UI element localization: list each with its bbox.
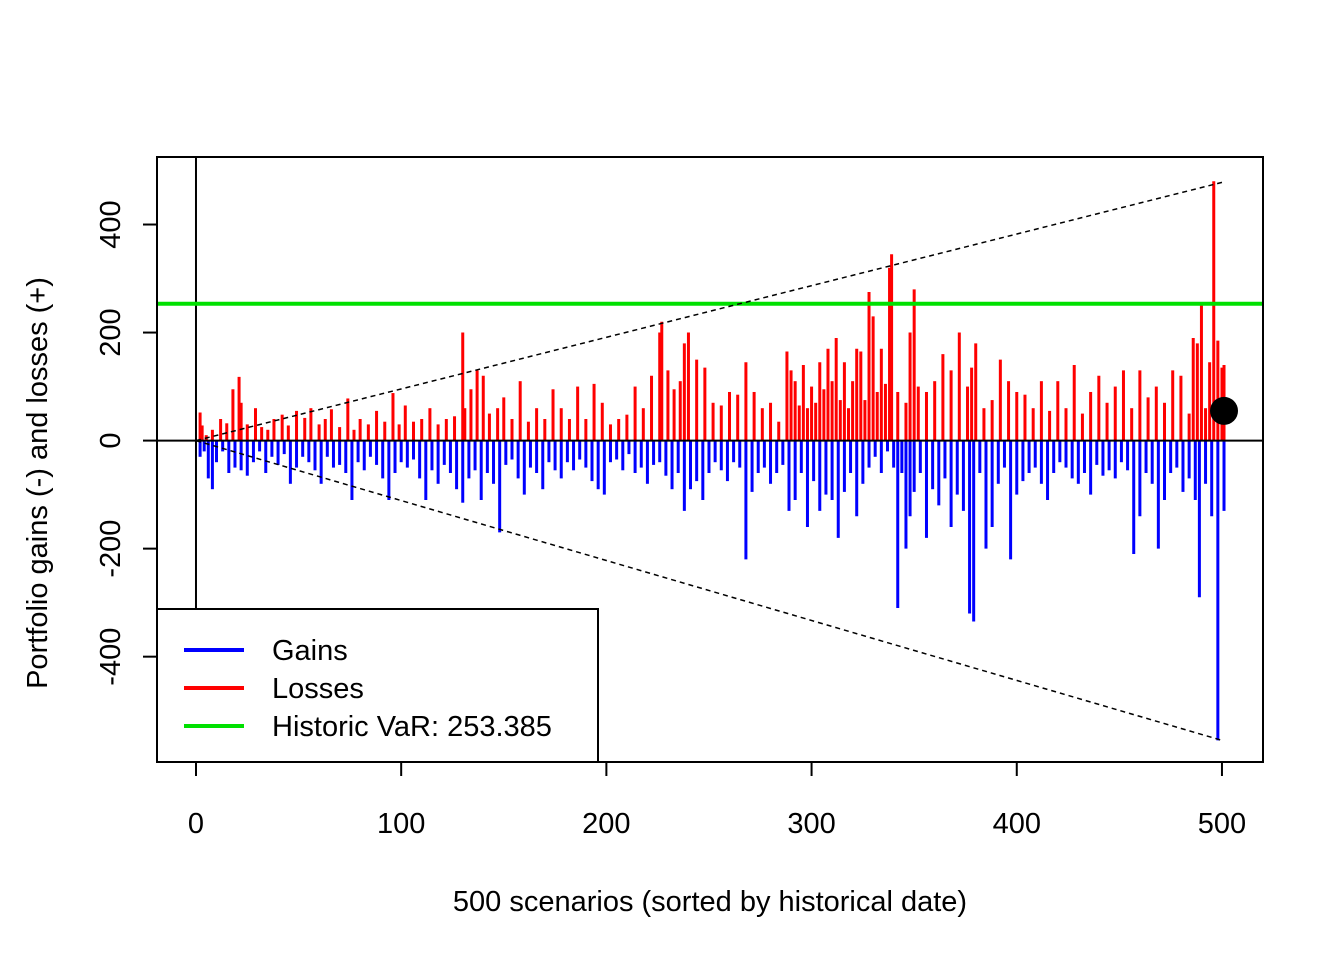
legend-label: Gains [272, 635, 348, 667]
current-scenario-marker [1210, 396, 1239, 425]
y-tick-label: 400 [95, 200, 127, 248]
x-tick-label: 400 [993, 808, 1041, 840]
y-tick-label: 200 [95, 308, 127, 356]
y-tick-label: -400 [95, 628, 127, 686]
legend-label: Losses [272, 673, 364, 705]
legend-label: Historic VaR: 253.385 [272, 711, 552, 743]
x-tick-label: 200 [582, 808, 630, 840]
x-tick-label: 100 [377, 808, 425, 840]
y-tick-label: -200 [95, 520, 127, 578]
lower-trend-line [195, 439, 1223, 742]
x-tick-label: 300 [787, 808, 835, 840]
legend: Gains Losses Historic VaR: 253.385 [156, 608, 599, 763]
y-axis: -400 -200 0 200 400 [95, 200, 158, 686]
x-axis: 0 100 200 300 400 500 [188, 761, 1246, 840]
bars-group [198, 181, 1226, 741]
upper-trend-line [195, 181, 1223, 442]
legend-box [156, 608, 599, 763]
x-axis-label: 500 scenarios (sorted by historical date… [453, 886, 967, 918]
y-tick-label: 0 [95, 433, 127, 449]
x-tick-label: 500 [1198, 808, 1246, 840]
x-tick-label: 0 [188, 808, 204, 840]
y-axis-label: Portfolio gains (-) and losses (+) [22, 277, 54, 689]
